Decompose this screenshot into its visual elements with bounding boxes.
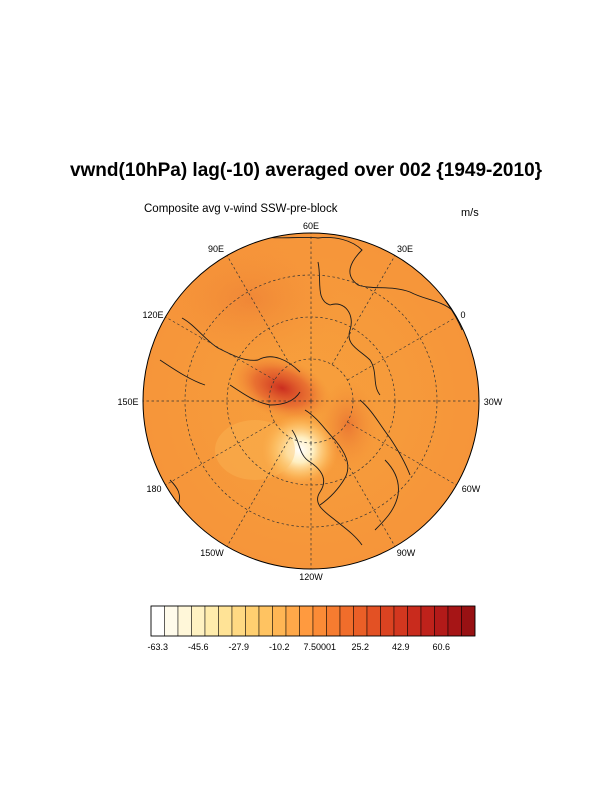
meridian-line bbox=[165, 421, 275, 486]
map-border bbox=[142, 232, 480, 570]
colorbar-label: 42.9 bbox=[392, 642, 410, 652]
colorbar-box bbox=[420, 605, 435, 637]
colorbar-labels: -63.3 -45.6 -27.9 -10.2 7.50001 25.2 42.9 60.6 bbox=[147, 642, 450, 652]
colorbar-box bbox=[339, 605, 354, 637]
plot-subtitle: Composite avg v-wind SSW-pre-block bbox=[144, 203, 338, 215]
warm-region-north bbox=[160, 240, 340, 360]
lon-label-60w: 60W bbox=[462, 484, 481, 494]
colorbar-box bbox=[380, 605, 395, 637]
lon-label-60e: 60E bbox=[303, 221, 319, 231]
coast-china bbox=[181, 317, 301, 373]
meridian-line bbox=[226, 255, 291, 365]
colorbar-box bbox=[285, 605, 300, 637]
meridian-line bbox=[347, 316, 457, 381]
colorbar-box bbox=[150, 605, 165, 637]
units-label: m/s bbox=[461, 207, 479, 219]
coast-asia-central bbox=[317, 261, 381, 396]
meridian-line bbox=[226, 437, 291, 547]
coast-greenland-america bbox=[304, 409, 349, 506]
graticule bbox=[143, 233, 479, 569]
colorbar-box bbox=[366, 605, 381, 637]
meridian-line bbox=[331, 255, 396, 365]
colorbar-label: -63.3 bbox=[147, 642, 168, 652]
colorbar-frame bbox=[150, 605, 476, 637]
colorbar-box bbox=[164, 605, 179, 637]
colorbar-box bbox=[245, 605, 260, 637]
colorbar-label: 7.50001 bbox=[303, 642, 336, 652]
lon-label-120w: 120W bbox=[299, 572, 323, 582]
coast-kamchatka bbox=[229, 384, 301, 406]
colorbar-box bbox=[447, 605, 462, 637]
colorbar-box bbox=[231, 605, 246, 637]
colorbar-box bbox=[434, 605, 449, 637]
coast-north-america bbox=[291, 429, 363, 546]
cold-anomaly bbox=[262, 414, 338, 486]
colorbar-label: -27.9 bbox=[228, 642, 249, 652]
coast-europe bbox=[359, 399, 411, 476]
meridian-line bbox=[331, 437, 396, 547]
colorbar-box bbox=[312, 605, 327, 637]
lon-label-30e: 30E bbox=[397, 244, 413, 254]
colorbar-box bbox=[393, 605, 408, 637]
colorbar-label: -10.2 bbox=[269, 642, 290, 652]
lon-label-30w: 30W bbox=[484, 397, 503, 407]
colorbar-label: 25.2 bbox=[351, 642, 369, 652]
colorbar-label: 60.6 bbox=[432, 642, 450, 652]
warm-anomaly bbox=[232, 354, 332, 422]
colorbar-box bbox=[258, 605, 273, 637]
meridian-line bbox=[165, 316, 275, 381]
colorbar-box bbox=[353, 605, 368, 637]
colorbar-box bbox=[177, 605, 192, 637]
colorbar-box bbox=[299, 605, 314, 637]
meridians bbox=[143, 233, 479, 569]
light-region bbox=[215, 420, 295, 480]
coastlines bbox=[159, 235, 463, 546]
plot-title: vwnd(10hPa) lag(-10) averaged over 002 {… bbox=[69, 160, 543, 181]
lon-label-150w: 150W bbox=[200, 548, 224, 558]
latitude-circle-40 bbox=[184, 274, 438, 528]
coast-asia-north bbox=[259, 235, 453, 311]
lon-label-90w: 90W bbox=[397, 548, 416, 558]
lon-label-90e: 90E bbox=[208, 244, 224, 254]
colorbar-box bbox=[326, 605, 341, 637]
coast-japan bbox=[159, 359, 206, 386]
colorbar-box bbox=[272, 605, 287, 637]
lon-label-150e: 150E bbox=[117, 397, 138, 407]
coast-caribbean bbox=[374, 459, 399, 531]
lon-label-120e: 120E bbox=[142, 310, 163, 320]
colorbar-box bbox=[218, 605, 233, 637]
coast-pacific bbox=[169, 479, 181, 506]
colorbar-label: -45.6 bbox=[188, 642, 209, 652]
lon-label-0: 0 bbox=[460, 310, 465, 320]
colorbar: -63.3 -45.6 -27.9 -10.2 7.50001 25.2 42.9 60.6 bbox=[147, 605, 476, 652]
lon-label-180: 180 bbox=[146, 484, 161, 494]
colorbar-box bbox=[407, 605, 422, 637]
colorbar-box bbox=[204, 605, 219, 637]
longitude-labels: 60E 30E 0 30W 60W 90W 120W 150W 180 150E… bbox=[117, 221, 502, 582]
meridian-line bbox=[347, 421, 457, 486]
colorbar-boxes bbox=[150, 605, 476, 637]
colorbar-box bbox=[461, 605, 476, 637]
colorbar-box bbox=[191, 605, 206, 637]
